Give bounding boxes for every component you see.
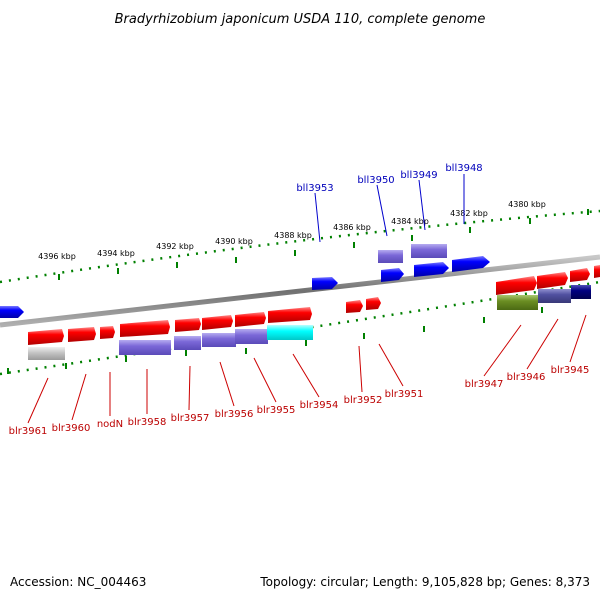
scale-label: 4394 kbp <box>97 249 135 258</box>
scale-label: 4388 kbp <box>274 231 312 240</box>
gene-arrow-reverse <box>312 277 338 290</box>
gene-label: blr3958 <box>128 417 167 428</box>
gene-arrow-forward <box>28 329 64 345</box>
genome-summary-text: Topology: circular; Length: 9,105,828 bp… <box>259 575 590 589</box>
gene-arrow-forward <box>570 268 590 282</box>
gene-label: blr3956 <box>215 409 254 420</box>
scale-ticks <box>7 209 589 374</box>
gene-label: bll3953 <box>296 183 333 194</box>
feature-box <box>235 329 268 344</box>
gene-label: blr3954 <box>300 400 339 411</box>
feature-box <box>378 250 403 263</box>
bottom-leader-lines <box>27 314 587 424</box>
scale-label: 4380 kbp <box>508 200 546 209</box>
scale-label: 4392 kbp <box>156 242 194 251</box>
feature-boxes <box>28 285 591 360</box>
gene-arrow-forward <box>175 318 201 332</box>
gene-label: blr3951 <box>385 389 424 400</box>
top-leader-lines <box>314 174 465 243</box>
gene-label: blr3960 <box>52 423 91 434</box>
gene-label: bll3948 <box>445 163 482 174</box>
gene-label: blr3945 <box>551 365 590 376</box>
gene-label: blr3961 <box>9 426 48 437</box>
gene-arrow-forward <box>100 326 115 339</box>
genome-backbone <box>0 254 600 328</box>
gene-arrow-reverse <box>414 262 449 277</box>
scale-label: 4382 kbp <box>450 209 488 218</box>
gene-arrow-reverse <box>452 256 490 272</box>
accession-text: Accession: NC_004463 <box>10 575 146 589</box>
gene-arrow-forward <box>68 327 96 342</box>
gene-arrow-forward <box>120 320 170 337</box>
gene-arrow-forward <box>235 312 266 327</box>
bottom-gene-labels: blr3961 blr3960 nodN blr3958 blr3957 blr… <box>9 365 590 437</box>
feature-box <box>174 336 201 350</box>
feature-box <box>267 325 313 340</box>
top-gene-labels: bll3953 bll3950 bll3949 bll3948 <box>296 163 482 194</box>
gene-arrow-forward <box>366 297 381 310</box>
forward-strand-genes <box>28 265 600 345</box>
feature-box <box>497 295 538 310</box>
gene-label: bll3950 <box>357 175 394 186</box>
gene-label: blr3952 <box>344 395 383 406</box>
gene-label: blr3955 <box>257 405 296 416</box>
reverse-strand-genes <box>0 256 490 318</box>
scale-label: 4390 kbp <box>215 237 253 246</box>
feature-box <box>119 340 171 355</box>
feature-box <box>202 333 236 347</box>
gene-label: blr3957 <box>171 413 210 424</box>
feature-box <box>571 285 591 299</box>
gene-label: blr3946 <box>507 372 546 383</box>
gene-arrow-reverse <box>0 306 24 318</box>
gene-label: nodN <box>97 419 123 430</box>
gene-arrow-forward <box>537 272 568 289</box>
gene-arrow-reverse <box>381 268 404 282</box>
gene-label: blr3947 <box>465 379 504 390</box>
outer-scale-ring <box>0 209 600 284</box>
gene-label: bll3949 <box>400 170 437 181</box>
feature-box <box>28 347 65 360</box>
feature-box <box>411 244 447 258</box>
scale-label: 4384 kbp <box>391 217 429 226</box>
scale-label: 4396 kbp <box>38 252 76 261</box>
map-title: Bradyrhizobium japonicum USDA 110, compl… <box>115 12 486 27</box>
gene-arrow-forward <box>202 315 233 330</box>
gene-arrow-forward <box>594 265 600 278</box>
scale-labels: 4396 kbp 4394 kbp 4392 kbp 4390 kbp 4388… <box>38 200 546 261</box>
scale-label: 4386 kbp <box>333 223 371 232</box>
gene-arrow-forward <box>268 307 312 323</box>
feature-box <box>538 289 571 303</box>
gene-arrow-forward <box>496 276 537 295</box>
gene-arrow-forward <box>346 300 363 313</box>
